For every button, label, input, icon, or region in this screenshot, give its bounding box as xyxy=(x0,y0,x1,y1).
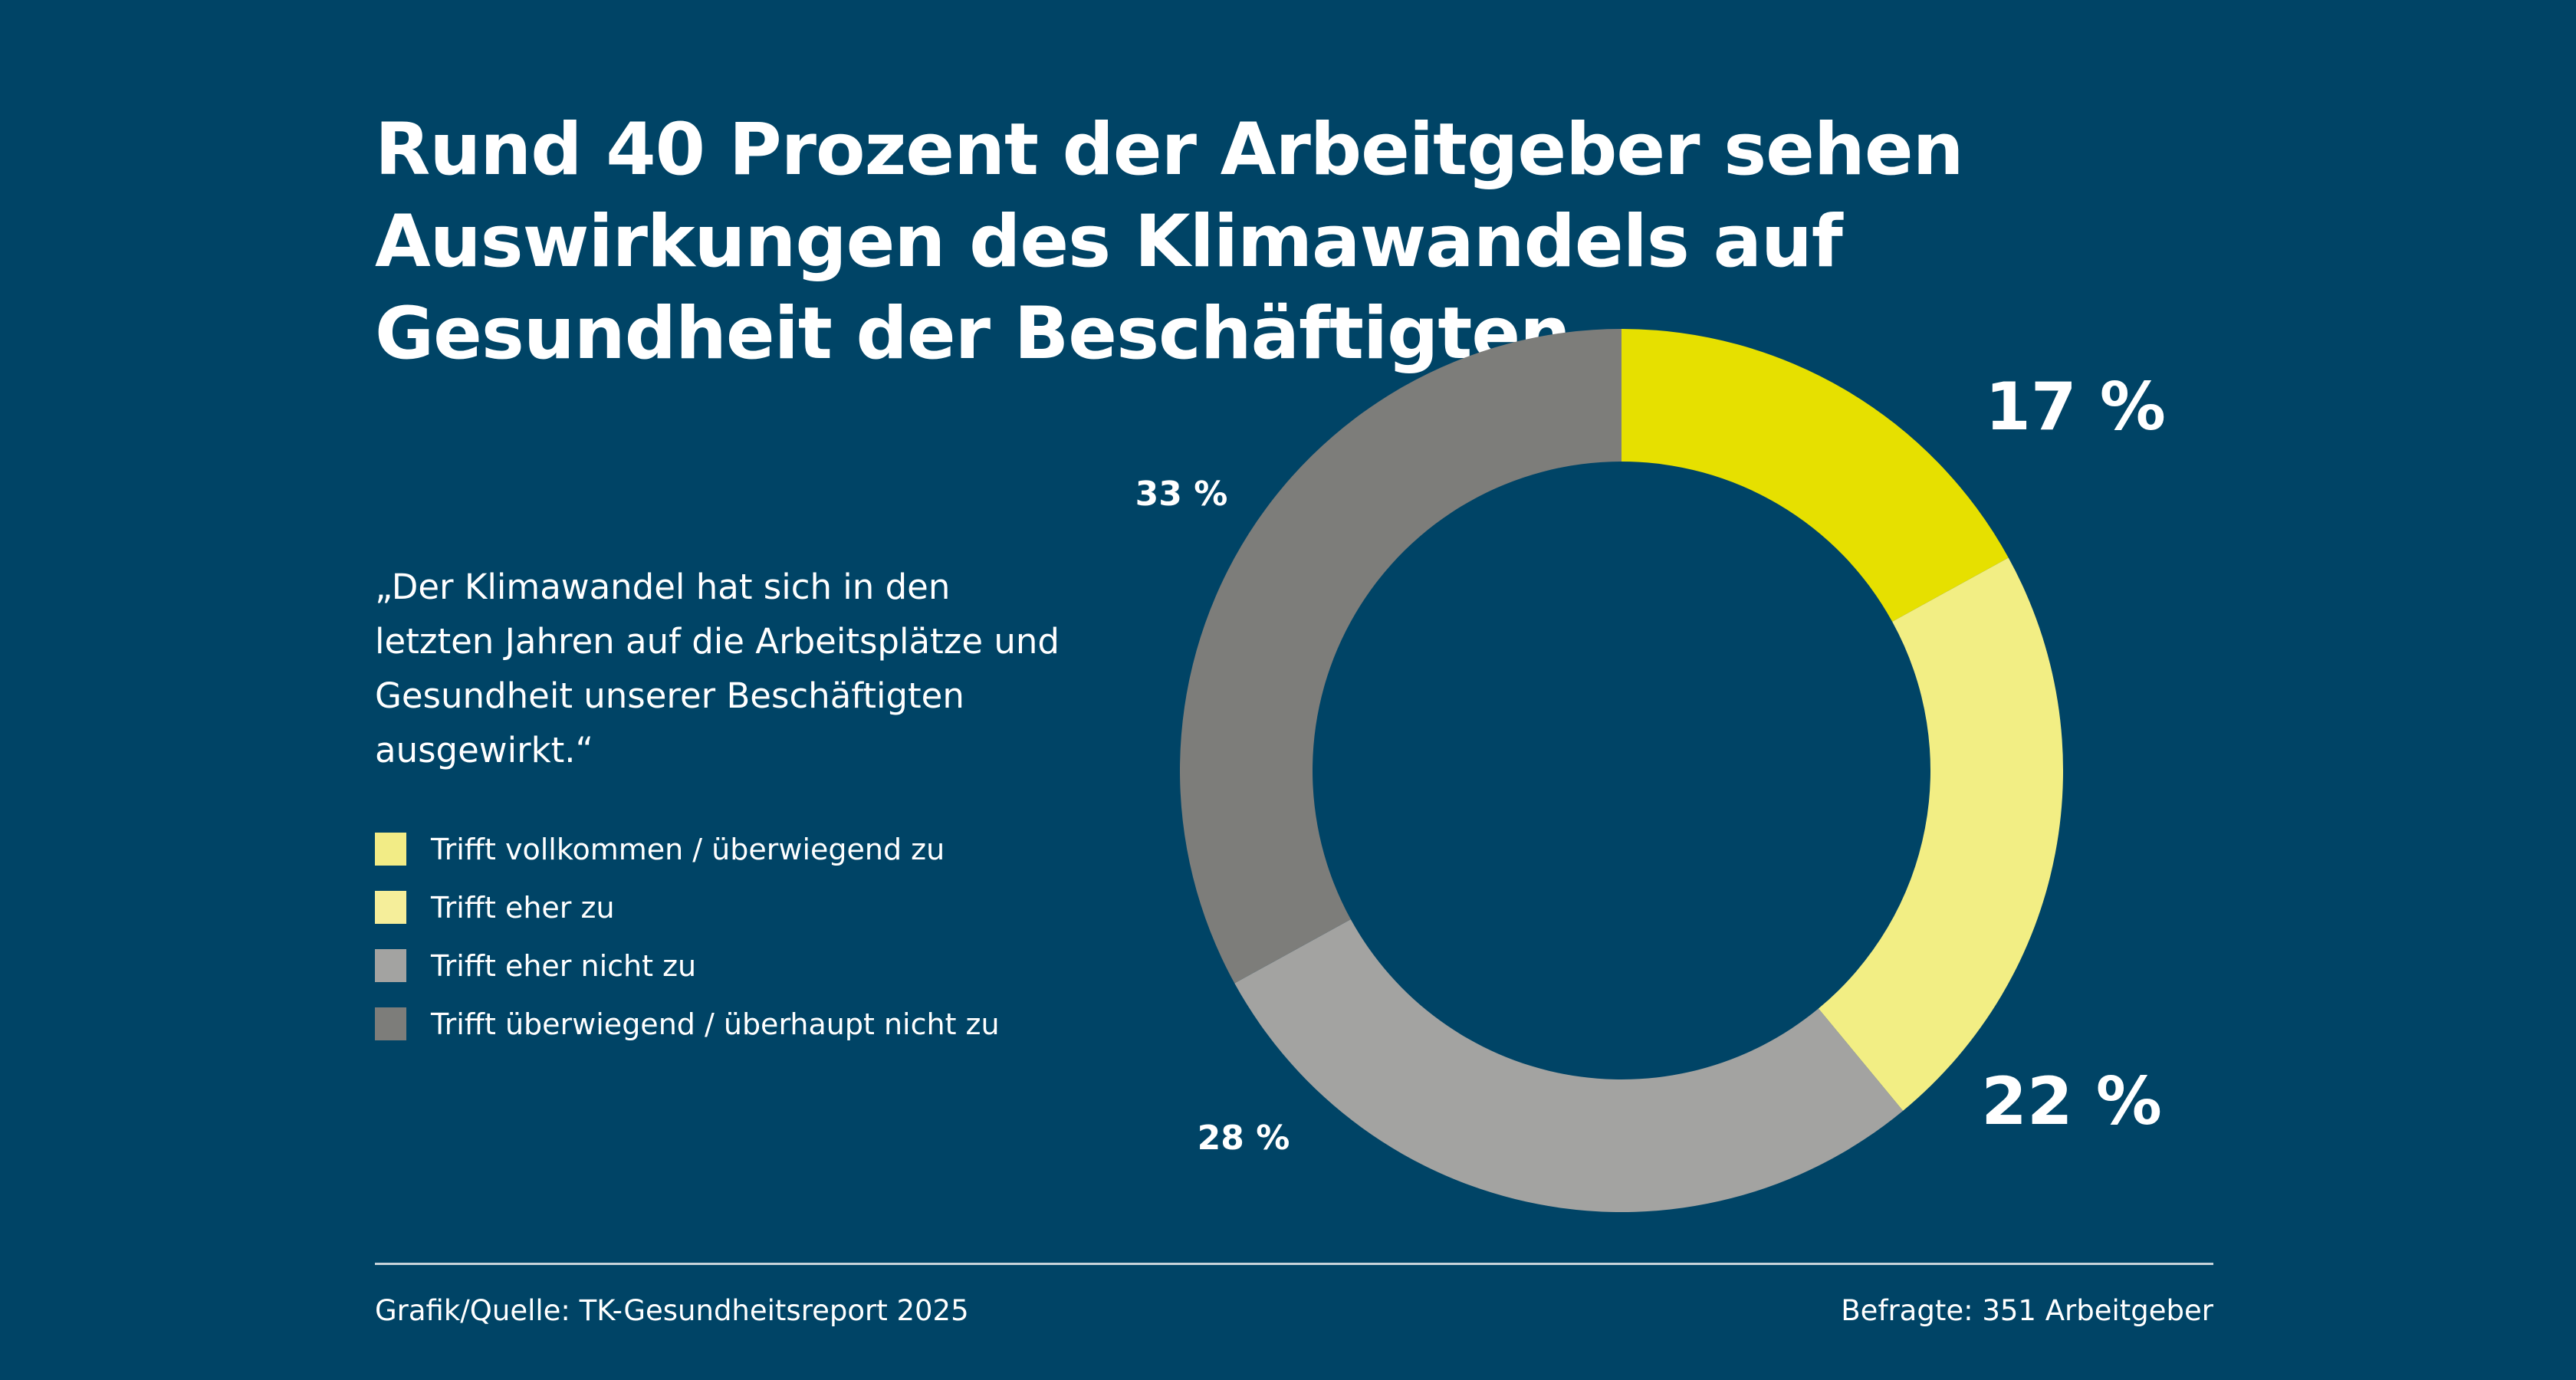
chart-title: Rund 40 Prozent der Arbeitgeber sehen Au… xyxy=(375,108,1964,376)
legend-label: Trifft überwiegend / überhaupt nicht zu xyxy=(431,1007,1000,1041)
legend-label: Trifft eher zu xyxy=(431,890,615,925)
data-label-22: 22 % xyxy=(1981,1063,2162,1140)
sample-note: Befragte: 351 Arbeitgeber xyxy=(1841,1294,2213,1327)
legend: Trifft vollkommen / überwiegend zu Triff… xyxy=(375,833,1000,1066)
survey-statement: „Der Klimawandel hat sich in den letzten… xyxy=(375,567,1060,770)
footer-divider xyxy=(375,1263,2213,1265)
legend-item: Trifft vollkommen / überwiegend zu xyxy=(375,833,1000,866)
data-label-33: 33 % xyxy=(1135,475,1228,514)
legend-swatch xyxy=(375,949,406,982)
donut-slice-22 xyxy=(1818,557,2064,1111)
donut-slice-17 xyxy=(1622,329,2009,622)
legend-item: Trifft eher nicht zu xyxy=(375,948,1000,983)
source-note: Grafik/Quelle: TK-Gesundheitsreport 2025 xyxy=(375,1294,969,1327)
data-label-28: 28 % xyxy=(1198,1119,1290,1158)
donut-slice-33 xyxy=(1180,329,1622,984)
legend-swatch xyxy=(375,891,406,924)
legend-item: Trifft überwiegend / überhaupt nicht zu xyxy=(375,1007,1000,1041)
data-label-17: 17 % xyxy=(1985,369,2166,445)
legend-item: Trifft eher zu xyxy=(375,890,1000,925)
donut-slice-28 xyxy=(1234,919,1904,1212)
legend-swatch xyxy=(375,1007,406,1040)
legend-label: Trifft eher nicht zu xyxy=(431,948,697,983)
legend-label: Trifft vollkommen / überwiegend zu xyxy=(431,832,945,866)
legend-swatch xyxy=(375,833,406,866)
